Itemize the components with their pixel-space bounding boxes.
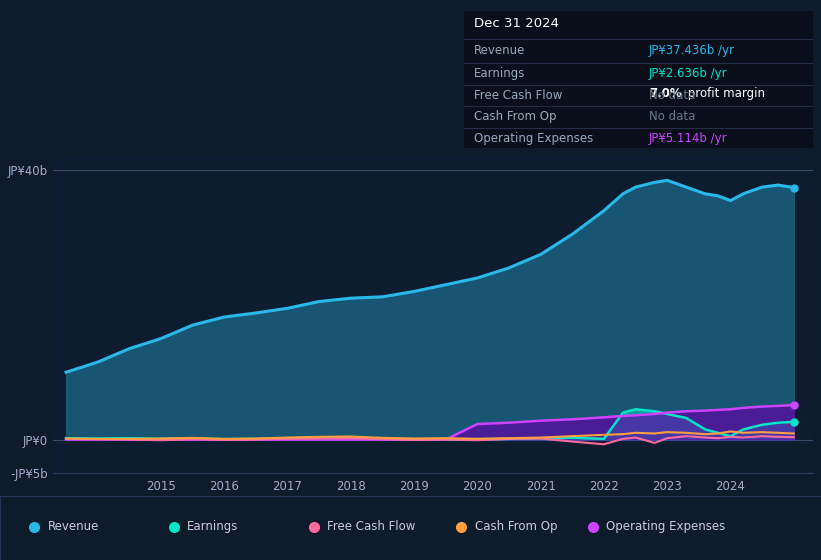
Text: Revenue: Revenue bbox=[475, 44, 525, 57]
Text: JP¥5.114b /yr: JP¥5.114b /yr bbox=[649, 132, 727, 145]
Text: Free Cash Flow: Free Cash Flow bbox=[327, 520, 415, 533]
Text: JP¥2.636b /yr: JP¥2.636b /yr bbox=[649, 67, 727, 80]
Text: Cash From Op: Cash From Op bbox=[475, 110, 557, 123]
Text: Operating Expenses: Operating Expenses bbox=[475, 132, 594, 145]
Text: Revenue: Revenue bbox=[48, 520, 99, 533]
Text: 7.0%: 7.0% bbox=[649, 87, 681, 100]
Text: profit margin: profit margin bbox=[684, 87, 764, 100]
Text: Earnings: Earnings bbox=[475, 67, 525, 80]
Text: Cash From Op: Cash From Op bbox=[475, 520, 557, 533]
Text: Free Cash Flow: Free Cash Flow bbox=[475, 88, 562, 102]
Text: No data: No data bbox=[649, 88, 695, 102]
Text: Operating Expenses: Operating Expenses bbox=[606, 520, 725, 533]
Text: JP¥37.436b /yr: JP¥37.436b /yr bbox=[649, 44, 735, 57]
Text: No data: No data bbox=[649, 110, 695, 123]
Text: Earnings: Earnings bbox=[187, 520, 239, 533]
Text: Dec 31 2024: Dec 31 2024 bbox=[475, 17, 559, 30]
